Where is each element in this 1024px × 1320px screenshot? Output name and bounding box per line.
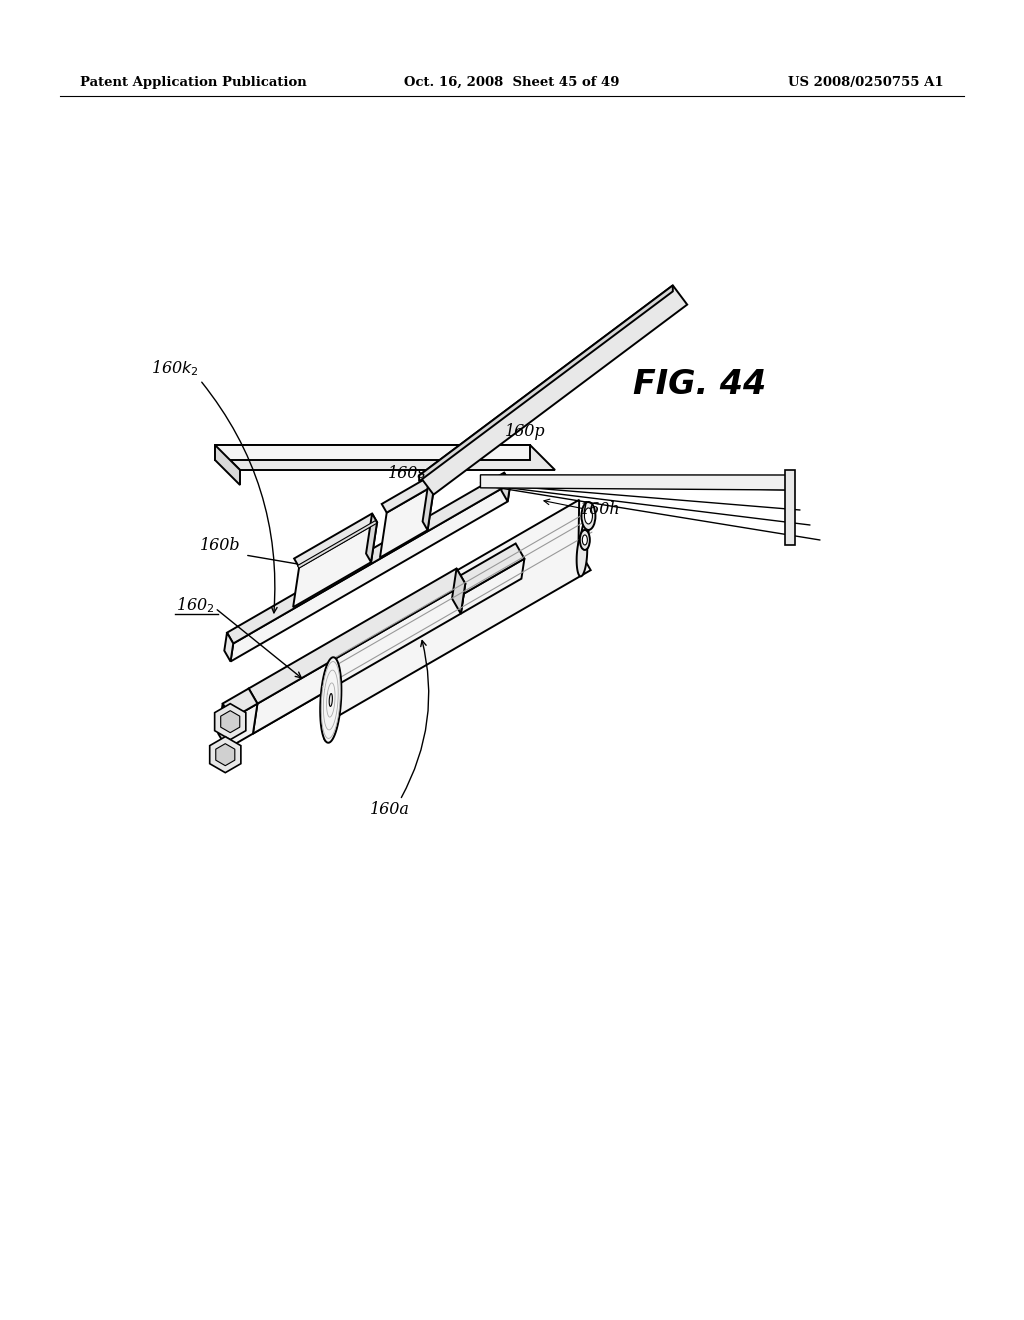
Polygon shape — [423, 477, 434, 531]
Polygon shape — [227, 704, 257, 748]
Polygon shape — [215, 704, 246, 739]
Text: Patent Application Publication: Patent Application Publication — [80, 77, 307, 88]
Polygon shape — [502, 473, 510, 502]
Polygon shape — [215, 445, 240, 484]
Text: 160b: 160b — [200, 536, 241, 553]
Text: 160$_2$: 160$_2$ — [176, 595, 214, 615]
Polygon shape — [577, 533, 587, 577]
Polygon shape — [419, 285, 673, 482]
Polygon shape — [253, 583, 465, 734]
Text: Oct. 16, 2008  Sheet 45 of 49: Oct. 16, 2008 Sheet 45 of 49 — [404, 77, 620, 88]
Polygon shape — [293, 523, 377, 607]
Polygon shape — [480, 475, 790, 490]
Polygon shape — [216, 743, 234, 766]
Polygon shape — [297, 520, 377, 568]
Polygon shape — [321, 657, 341, 743]
Ellipse shape — [580, 529, 590, 550]
Polygon shape — [215, 445, 530, 459]
Text: 160$k_2$: 160$k_2$ — [152, 358, 199, 378]
Polygon shape — [382, 477, 434, 512]
Text: 160p: 160p — [505, 422, 546, 440]
Polygon shape — [210, 737, 241, 772]
Polygon shape — [249, 569, 465, 704]
Text: 160s: 160s — [388, 465, 427, 482]
Ellipse shape — [582, 502, 595, 529]
Polygon shape — [230, 483, 510, 661]
Polygon shape — [215, 445, 555, 470]
Polygon shape — [366, 513, 377, 562]
Polygon shape — [324, 500, 591, 741]
Polygon shape — [380, 486, 434, 557]
Polygon shape — [461, 558, 524, 614]
Text: US 2008/0250755 A1: US 2008/0250755 A1 — [788, 77, 944, 88]
Polygon shape — [224, 632, 233, 661]
Polygon shape — [294, 513, 377, 568]
Polygon shape — [221, 710, 240, 733]
Text: 160a: 160a — [370, 801, 410, 818]
Polygon shape — [329, 693, 333, 706]
Text: FIG. 44: FIG. 44 — [634, 368, 767, 401]
Polygon shape — [419, 285, 687, 495]
Polygon shape — [227, 473, 510, 643]
Polygon shape — [218, 704, 231, 748]
Polygon shape — [452, 569, 465, 614]
Text: 160h: 160h — [580, 502, 621, 519]
Polygon shape — [222, 689, 257, 718]
Polygon shape — [247, 544, 524, 714]
Polygon shape — [785, 470, 795, 545]
Polygon shape — [253, 673, 326, 734]
Ellipse shape — [583, 535, 588, 545]
Ellipse shape — [585, 508, 593, 524]
